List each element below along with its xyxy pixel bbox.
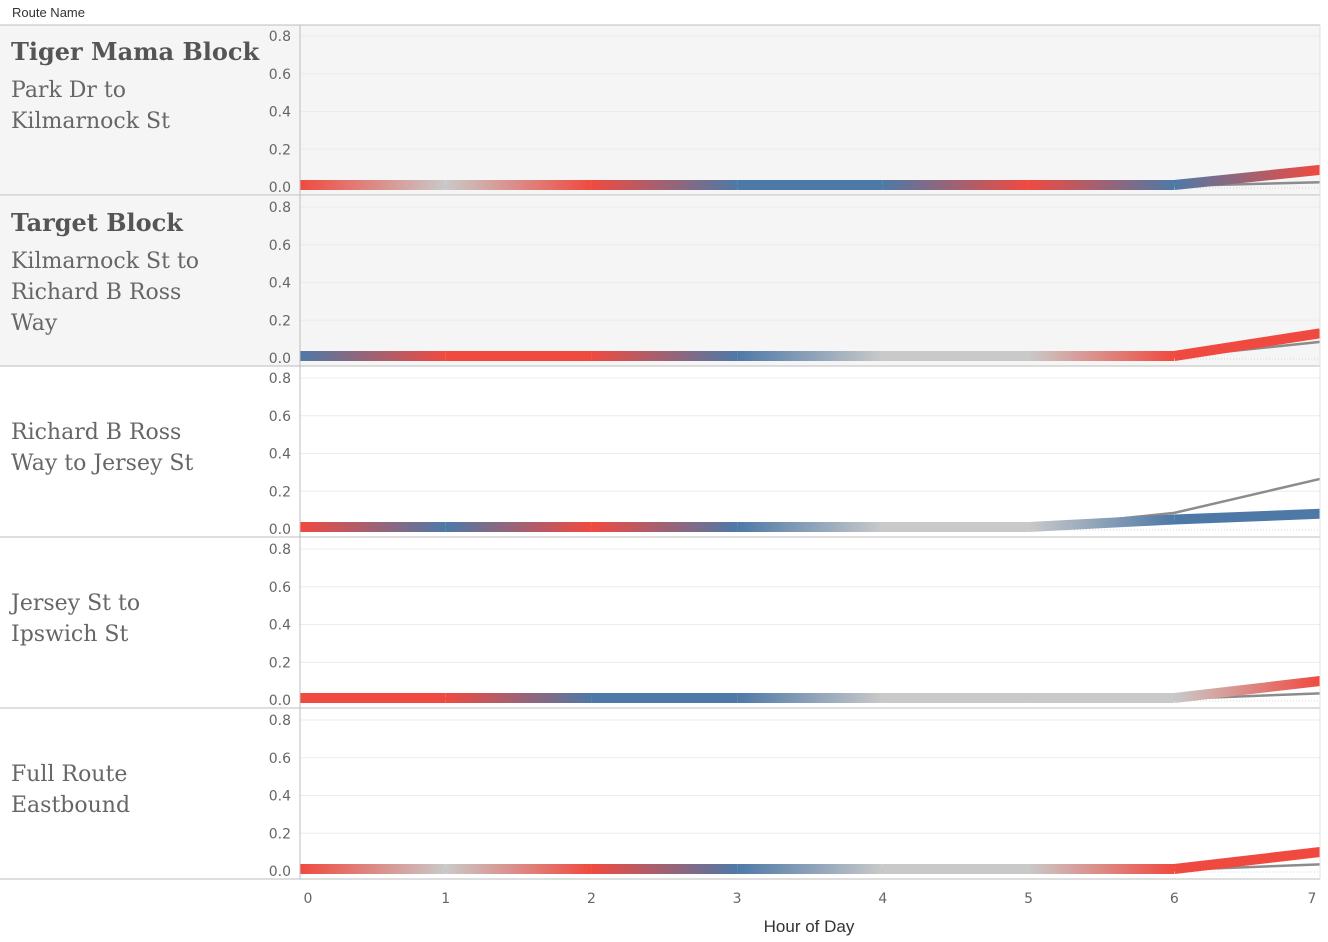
- y-tick-label-row3-1: 0.2: [269, 655, 291, 671]
- y-tick-label-row4-1: 0.2: [269, 826, 291, 842]
- band-segment-row1-6: [1173, 328, 1321, 361]
- y-tick-label-row0-4: 0.8: [269, 29, 291, 45]
- y-tick-label-row3-4: 0.8: [269, 542, 291, 558]
- row-label-3: Jersey St to Ipswich St: [0, 588, 260, 650]
- y-tick-label-row1-1: 0.2: [269, 313, 291, 329]
- x-axis-title: Hour of Day: [763, 917, 855, 936]
- x-tick-label-5: 5: [1024, 891, 1033, 907]
- y-tick-label-row4-0: 0.0: [269, 864, 291, 880]
- y-tick-label-row4-2: 0.4: [269, 789, 291, 805]
- row-label-0: Tiger Mama Block Park Dr to Kilmarnock St: [0, 27, 260, 137]
- y-tick-label-row1-3: 0.6: [269, 238, 291, 254]
- y-tick-label-row0-3: 0.6: [269, 67, 291, 83]
- row-subtitle-1-1: Richard B Ross: [11, 280, 182, 305]
- y-tick-label-row2-3: 0.6: [269, 409, 291, 425]
- row-subtitle-3-0: Jersey St to: [11, 591, 141, 616]
- y-tick-label-row2-1: 0.2: [269, 484, 291, 500]
- x-tick-label-1: 1: [441, 891, 450, 907]
- y-tick-label-row0-0: 0.0: [269, 180, 291, 196]
- y-tick-label-row4-4: 0.8: [269, 713, 291, 729]
- y-tick-label-row2-4: 0.8: [269, 371, 291, 387]
- row-subtitle-1-0: Kilmarnock St to: [11, 249, 200, 274]
- row-background-0: [0, 25, 1320, 195]
- y-tick-label-row1-4: 0.8: [269, 200, 291, 216]
- x-tick-label-7: 7: [1308, 891, 1317, 907]
- row-subtitle-3-1: Ipswich St: [11, 622, 129, 647]
- x-tick-label-6: 6: [1170, 891, 1179, 907]
- y-tick-label-row3-0: 0.0: [269, 693, 291, 709]
- x-tick-label-4: 4: [878, 891, 887, 907]
- y-tick-label-row1-2: 0.4: [269, 276, 291, 292]
- row-label-2: Richard B Ross Way to Jersey St: [0, 417, 260, 479]
- x-tick-label-3: 3: [733, 891, 742, 907]
- row-label-4: Full Route Eastbound: [0, 759, 260, 821]
- x-tick-label-2: 2: [587, 891, 596, 907]
- x-tick-label-0: 0: [304, 891, 313, 907]
- y-tick-label-row0-2: 0.4: [269, 105, 291, 121]
- row-title-0: Tiger Mama Block: [11, 37, 260, 66]
- row-subtitle-0-1: Kilmarnock St: [11, 109, 170, 134]
- column-header-route-name: Route Name: [12, 5, 85, 20]
- y-tick-label-row3-2: 0.4: [269, 618, 291, 634]
- row-label-1: Target Block Kilmarnock St to Richard B Ro…: [0, 198, 260, 339]
- row-subtitle-2-0: Richard B Ross: [11, 420, 182, 445]
- row-subtitle-0-0: Park Dr to: [11, 78, 127, 103]
- band-segment-row3-6: [1173, 676, 1321, 703]
- y-tick-label-row2-0: 0.0: [269, 522, 291, 538]
- row-title-1: Target Block: [11, 208, 183, 237]
- band-segment-row0-6: [1173, 164, 1321, 190]
- row-background-1: [0, 196, 1320, 366]
- y-tick-label-row0-1: 0.2: [269, 142, 291, 158]
- band-segment-row2-5: [1028, 514, 1175, 532]
- row-subtitle-2-1: Way to Jersey St: [11, 451, 194, 476]
- y-tick-label-row4-3: 0.6: [269, 751, 291, 767]
- row-subtitle-4-1: Eastbound: [11, 793, 131, 818]
- row-subtitle-1-2: Way: [11, 311, 58, 336]
- y-tick-label-row1-0: 0.0: [269, 351, 291, 367]
- y-tick-label-row2-2: 0.4: [269, 447, 291, 463]
- row-subtitle-4-0: Full Route: [11, 762, 128, 787]
- y-tick-label-row3-3: 0.6: [269, 580, 291, 596]
- band-segment-row4-6: [1173, 847, 1321, 874]
- band-segment-row2-6: [1174, 508, 1321, 525]
